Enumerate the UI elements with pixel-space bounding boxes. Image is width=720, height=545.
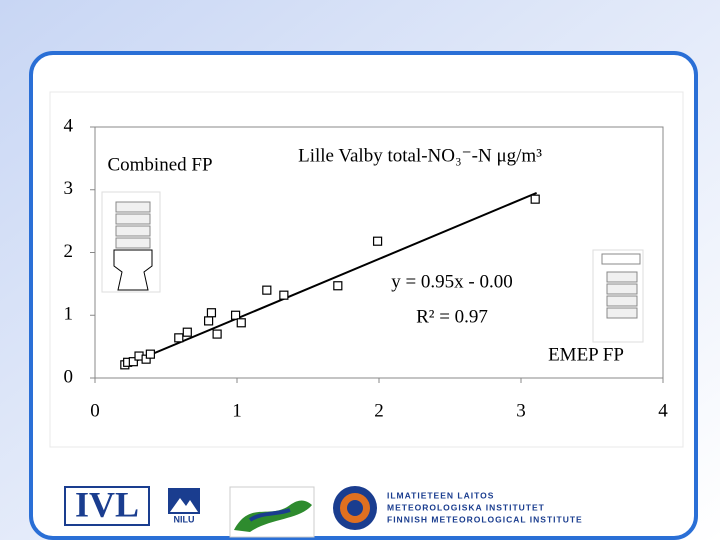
logo-text: FINNISH METEOROLOGICAL INSTITUTE [387,514,583,524]
data-point [128,357,138,367]
data-point [279,290,289,300]
y-tick-label: 3 [64,178,74,199]
logo-text: NILU [174,514,195,524]
data-point [333,281,343,291]
data-point [174,333,184,343]
x-tick-label: 0 [90,400,100,421]
green-logo [229,486,315,538]
annotation: Combined FP [107,154,212,175]
y-tick-label: 4 [64,115,74,136]
chart-title: Lille Valby total-NO₃⁻-N μg/m³ [298,145,542,166]
data-point [204,316,214,326]
fmi-logo: ILMATIETEEN LAITOS METEOROLOGISKA INSTIT… [333,486,583,530]
sampler-icon [101,191,161,293]
data-point [262,285,272,295]
trend-line [121,191,538,368]
logo-text: ILMATIETEEN LAITOS [387,490,494,500]
ivl-logo: IVL [64,484,150,526]
x-tick-label: 3 [516,400,526,421]
sampler-icon [592,249,644,343]
x-tick-label: 2 [374,400,384,421]
annotation: R² = 0.97 [416,306,488,327]
x-tick-label: 1 [232,400,242,421]
nilu-logo: NILU [168,488,200,524]
data-point [230,310,241,320]
data-point [236,318,246,328]
data-point [212,329,222,339]
data-point [206,308,217,318]
y-tick-label: 2 [64,241,74,262]
data-point [145,349,155,359]
annotation: EMEP FP [548,344,624,365]
data-point [182,327,192,337]
y-tick-label: 1 [64,304,74,325]
y-tick-label: 0 [64,366,74,387]
x-tick-label: 4 [658,400,668,421]
logo-text: IVL [75,484,139,524]
data-point [372,236,383,246]
annotation: y = 0.95x - 0.00 [391,271,513,292]
logo-text: METEOROLOGISKA INSTITUTET [387,502,545,512]
data-point [530,194,540,204]
